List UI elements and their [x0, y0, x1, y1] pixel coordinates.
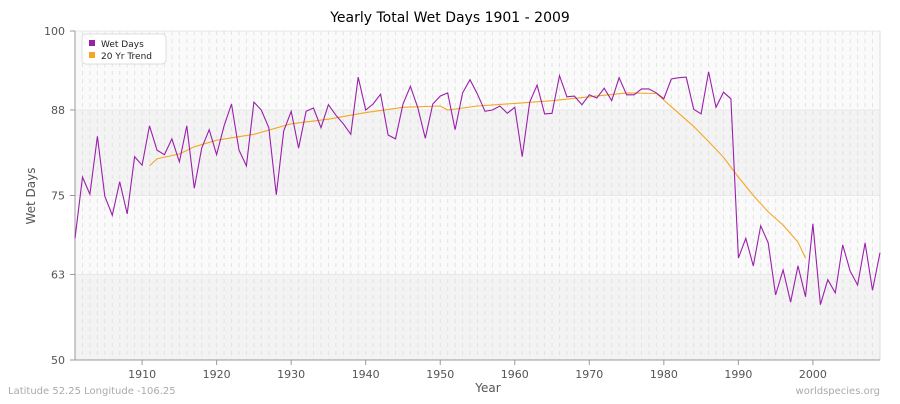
- x-tick-label: 2000: [799, 368, 827, 381]
- footer-source: worldspecies.org: [796, 386, 880, 397]
- legend-swatch-wet-days: [89, 40, 95, 46]
- x-tick-label: 1950: [426, 368, 454, 381]
- y-tick-label: 100: [44, 25, 65, 38]
- legend-label-trend: 20 Yr Trend: [101, 52, 152, 62]
- series-line-20-yr-trend: [149, 92, 806, 259]
- footer-coordinates: Latitude 52.25 Longitude -106.25: [8, 386, 176, 397]
- x-tick-label: 1980: [650, 368, 678, 381]
- x-tick-label: 1970: [575, 368, 603, 381]
- x-tick-label: 1990: [724, 368, 752, 381]
- legend-label-wet-days: Wet Days: [101, 40, 144, 50]
- y-tick-label: 75: [51, 190, 65, 203]
- y-tick-label: 63: [51, 268, 65, 281]
- y-axis-label: Wet Days: [24, 167, 38, 224]
- chart-title: Yearly Total Wet Days 1901 - 2009: [329, 10, 570, 26]
- x-tick-label: 1930: [277, 368, 305, 381]
- series-line-wet-days: [74, 71, 881, 305]
- x-tick-label: 1960: [501, 368, 529, 381]
- y-tick-label: 88: [51, 104, 65, 117]
- x-tick-label: 1910: [128, 368, 156, 381]
- x-tick-label: 1920: [203, 368, 231, 381]
- x-tick-label: 1940: [352, 368, 380, 381]
- y-tick-label: 50: [51, 354, 65, 367]
- legend: Wet Days 20 Yr Trend: [81, 33, 167, 65]
- x-axis-label: Year: [474, 381, 500, 395]
- legend-swatch-trend: [89, 52, 95, 58]
